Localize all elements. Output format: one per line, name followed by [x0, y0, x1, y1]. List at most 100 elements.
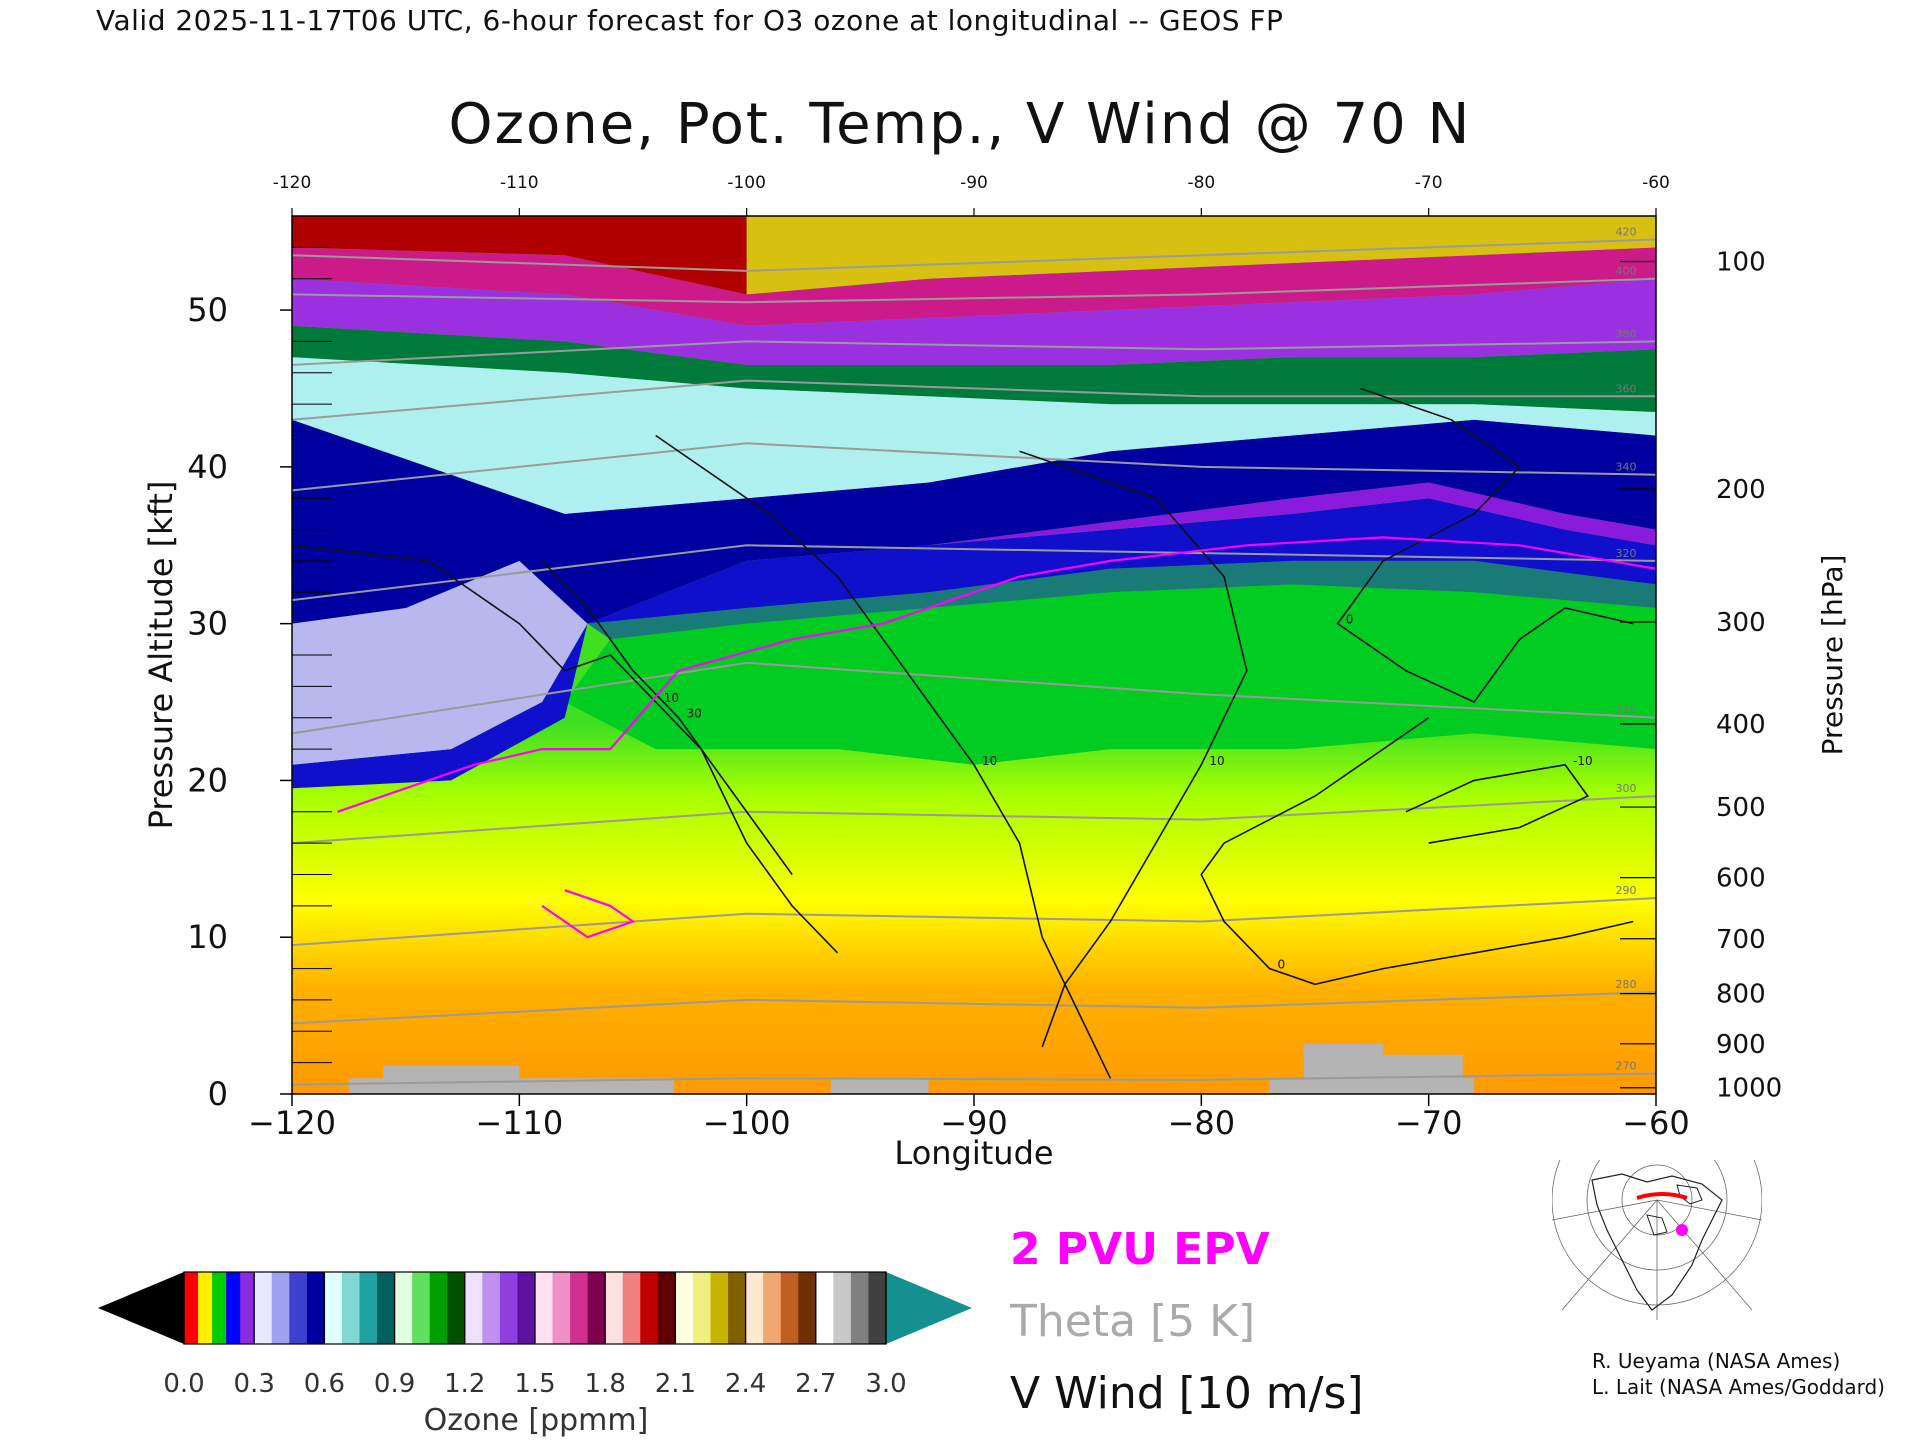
- y-axis-label: Pressure Altitude [kft]: [142, 481, 180, 830]
- colorbar-tick-label: 2.1: [655, 1369, 696, 1399]
- legend-theta: Theta [5 K]: [1010, 1296, 1256, 1347]
- colorbar-segment: [412, 1272, 431, 1344]
- wind-contour: [1405, 763, 1590, 844]
- pressure-tick-label: 500: [1716, 793, 1766, 823]
- colorbar-tick-label: 0.9: [374, 1369, 415, 1399]
- wind-contour-label: 10: [664, 691, 679, 705]
- wind-contour-label: 30: [686, 707, 701, 721]
- colorbar-segment: [289, 1272, 308, 1344]
- y-tick-label: 30: [187, 605, 228, 643]
- colorbar-under-triangle: [98, 1272, 184, 1344]
- colorbar-segment: [675, 1272, 694, 1344]
- theta-contour: [292, 442, 1656, 492]
- x-tick-label: −110: [475, 1104, 563, 1142]
- theta-contour: [292, 238, 1656, 272]
- colorbar-segment: [622, 1272, 641, 1344]
- ozone-band-green: [564, 584, 1656, 765]
- ozone-band-green-top: [292, 325, 1656, 412]
- colorbar-segment: [394, 1272, 413, 1344]
- theta-contour-label: 340: [1616, 461, 1637, 474]
- terrain-block: [382, 1065, 520, 1094]
- x-top-tick-label: -110: [500, 173, 539, 193]
- colorbar-segment: [482, 1272, 501, 1344]
- colorbar-tick-label: 2.7: [795, 1369, 836, 1399]
- theta-contour: [292, 897, 1656, 947]
- x-tick-label: −60: [1622, 1104, 1690, 1142]
- inset-track-icon: [1636, 1192, 1688, 1200]
- theta-contour-label: 380: [1616, 327, 1637, 340]
- terrain-block: [1383, 1054, 1463, 1094]
- colorbar-segment: [464, 1272, 483, 1344]
- inset-locator-map: [1552, 1160, 1762, 1320]
- pressure-tick-label: 700: [1716, 925, 1766, 955]
- colorbar-segment: [833, 1272, 852, 1344]
- pressure-tick-label: 900: [1716, 1030, 1766, 1060]
- theta-contour: [292, 661, 1656, 735]
- colorbar-segment: [306, 1272, 325, 1344]
- x-tick-label: −80: [1168, 1104, 1236, 1142]
- colorbar-segment: [850, 1272, 870, 1344]
- colorbar-segment: [254, 1272, 273, 1344]
- ozone-band-pale-cyan: [292, 357, 1656, 514]
- wind-contour-label: 0: [1278, 958, 1286, 972]
- colorbar-label: Ozone [ppmm]: [424, 1403, 649, 1438]
- theta-contour-label: 270: [1616, 1060, 1637, 1073]
- colorbar-over-triangle: [886, 1272, 972, 1344]
- pressure-tick-label: 400: [1716, 710, 1766, 740]
- colorbar-segment: [640, 1272, 659, 1344]
- epv-contour: [337, 536, 1656, 813]
- epv-contours: [337, 536, 1656, 939]
- theta-contour: [292, 1072, 1656, 1086]
- pressure-tick-label: 800: [1716, 980, 1766, 1010]
- colorbar-segment: [605, 1272, 624, 1344]
- colorbar-segment: [377, 1272, 396, 1344]
- ozone-band-magenta-top: [292, 247, 1656, 326]
- colorbar-segment: [447, 1272, 466, 1344]
- pressure-tick-label: 600: [1716, 864, 1766, 894]
- x-axis-label: Longitude: [894, 1134, 1053, 1172]
- ozone-band-deep-blue: [292, 419, 1656, 624]
- wind-contour: [1336, 387, 1634, 704]
- theta-contour-label: 420: [1616, 226, 1637, 239]
- x-tick-label: −70: [1395, 1104, 1463, 1142]
- x-tick-label: −90: [940, 1104, 1008, 1142]
- pressure-tick-label: 1000: [1716, 1074, 1782, 1104]
- y-tick-label: 0: [208, 1075, 228, 1113]
- colorbar-tick-label: 2.4: [725, 1369, 766, 1399]
- x-tick-label: −100: [703, 1104, 791, 1142]
- colorbar-segment: [359, 1272, 378, 1344]
- colorbar-segment: [570, 1272, 589, 1344]
- valid-time-header: Valid 2025-11-17T06 UTC, 6-hour forecast…: [96, 4, 1284, 37]
- theta-contour: [292, 544, 1656, 602]
- theta-contour: [292, 379, 1656, 421]
- colorbar-tick-label: 1.2: [444, 1369, 485, 1399]
- wind-contour-label: -10: [1573, 754, 1593, 768]
- theta-contour-label: 290: [1616, 884, 1637, 897]
- colorbar-segment: [692, 1272, 712, 1344]
- ozone-band-lavender: [292, 560, 588, 765]
- theta-contour: [292, 277, 1656, 304]
- wind-contour: [541, 560, 793, 875]
- wind-contour: [292, 544, 839, 954]
- x-top-tick-label: -100: [727, 173, 766, 193]
- wind-contour-label: 10: [1209, 754, 1224, 768]
- y-tick-label: 20: [187, 761, 228, 799]
- theta-contour-label: 400: [1616, 265, 1637, 278]
- colorbar-segment: [763, 1272, 782, 1344]
- colorbar-segment: [198, 1272, 213, 1344]
- x-top-tick-label: -80: [1187, 173, 1215, 193]
- colorbar-tick-label: 1.5: [514, 1369, 555, 1399]
- colorbar-tick-label: 0.0: [163, 1369, 204, 1399]
- colorbar-segment: [798, 1272, 817, 1344]
- colorbar-tick-label: 1.8: [585, 1369, 626, 1399]
- theta-contour: [292, 340, 1656, 366]
- colorbar-segment: [710, 1272, 729, 1344]
- credit-line-2: L. Lait (NASA Ames/Goddard): [1592, 1375, 1885, 1399]
- x-top-tick-label: -60: [1642, 173, 1670, 193]
- colorbar-segment: [728, 1272, 747, 1344]
- ozone-band-blue: [292, 498, 1656, 789]
- theta-contour: [292, 795, 1656, 845]
- pressure-tick-label: 100: [1716, 247, 1766, 277]
- colorbar-segment: [184, 1272, 199, 1344]
